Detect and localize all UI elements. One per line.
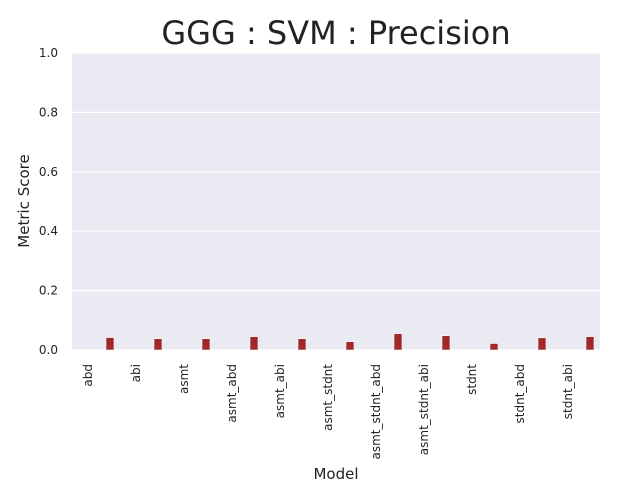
x-tick-label: stdnt_abd — [513, 364, 527, 423]
x-axis-label: Model — [313, 465, 358, 483]
x-tick-label: asmt_abi — [273, 364, 287, 418]
bars — [105, 333, 595, 351]
bar-asmt-stdnt — [345, 341, 355, 351]
y-tick-label: 0.2 — [39, 284, 58, 298]
x-tick-label: asmt_stdnt — [321, 364, 335, 431]
x-axis-ticks: abd abi asmt asmt_abd asmt_abi asmt_stdnt asmt… — [81, 364, 575, 460]
bar-asmt-stdnt-abi — [441, 335, 451, 351]
plot-area — [72, 53, 600, 350]
x-tick-label: abi — [129, 364, 143, 382]
gridlines — [72, 52, 600, 351]
x-tick-label: abd — [81, 364, 95, 387]
bar-asmt — [201, 338, 211, 351]
x-tick-label: asmt_stdnt_abd — [369, 364, 383, 459]
bar-asmt-abd — [249, 336, 259, 351]
bar-abi — [153, 338, 163, 351]
y-tick-label: 0.6 — [39, 165, 58, 179]
x-tick-label: asmt — [177, 364, 191, 394]
x-tick-label: asmt_stdnt_abi — [417, 364, 431, 455]
bar-stdnt-abi — [585, 336, 595, 351]
bar-stdnt — [489, 343, 499, 351]
bar-asmt-abi — [297, 338, 307, 351]
bar-asmt-stdnt-abd — [393, 333, 403, 351]
y-tick-label: 0.8 — [39, 105, 58, 119]
y-tick-label: 0.0 — [39, 343, 58, 357]
y-axis-label: Metric Score — [15, 154, 33, 247]
y-tick-label: 1.0 — [39, 46, 58, 60]
y-axis-ticks: 0.0 0.2 0.4 0.6 0.8 1.0 — [39, 46, 58, 357]
x-tick-label: stdnt — [465, 364, 479, 395]
chart-title: GGG : SVM : Precision — [161, 14, 510, 52]
bar-abd — [105, 337, 115, 351]
bar-stdnt-abd — [537, 337, 547, 351]
x-tick-label: stdnt_abi — [561, 364, 575, 419]
y-tick-label: 0.4 — [39, 224, 58, 238]
x-tick-label: asmt_abd — [225, 364, 239, 423]
